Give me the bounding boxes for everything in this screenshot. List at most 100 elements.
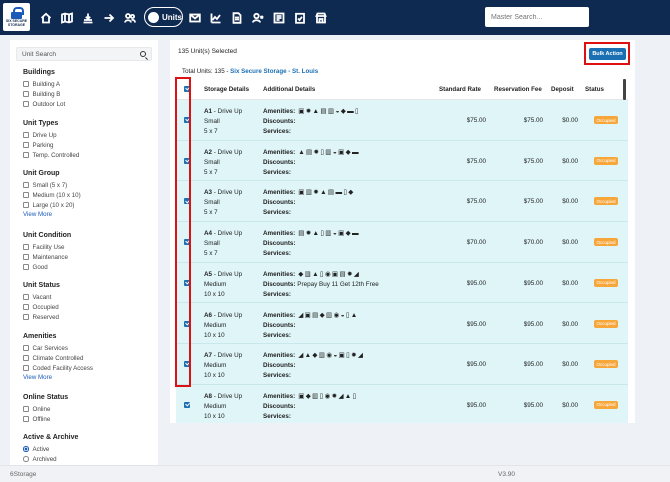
customers-icon[interactable] [122,9,138,26]
filter-option[interactable]: Medium (10 x 10) [23,190,81,200]
unit-id[interactable]: A4 [204,230,213,238]
unit-id[interactable]: A6 [204,311,213,319]
filter-option-label: Large (10 x 20) [32,201,75,209]
mail-icon[interactable] [187,9,203,26]
checkbox[interactable] [23,314,29,320]
row-checkbox[interactable] [184,117,190,123]
row-checkbox[interactable] [184,401,190,408]
filter-option[interactable]: Maintenance [23,252,71,262]
filter-option[interactable]: Temp. Controlled [23,150,79,160]
checkbox[interactable] [23,355,29,361]
tasks-checklist-icon[interactable] [292,9,308,26]
checkbox[interactable] [23,294,29,300]
notes-icon[interactable] [271,9,287,26]
checkbox[interactable] [23,304,29,310]
reports-chart-icon[interactable] [208,9,224,26]
search-icon[interactable] [140,51,146,57]
document-icon[interactable] [229,9,245,26]
filter-option[interactable]: Large (10 x 20) [23,200,81,210]
checkbox[interactable] [23,182,29,188]
col-reservation-fee[interactable]: Reservation Fee [494,86,542,93]
checkbox[interactable] [23,345,29,351]
table-row[interactable]: A6 - Drive Up Medium 10 x 10 Amenities: ◢… [176,304,628,345]
master-search-input[interactable] [485,7,589,27]
filter-option[interactable]: Drive Up [23,130,79,140]
arrow-right-icon[interactable] [101,9,117,26]
filter-option[interactable]: Building A [23,79,65,89]
unit-search-input[interactable]: Unit Search [16,47,152,61]
filter-option[interactable]: Good [23,262,71,272]
home-icon[interactable] [38,9,54,26]
filter-option[interactable]: Building B [23,89,65,99]
filter-group-title: Unit Condition [23,232,72,239]
row-checkbox[interactable] [184,239,190,246]
table-row[interactable]: A8 - Drive Up Medium 10 x 10 Amenities: ▣… [176,385,628,423]
checkbox[interactable] [23,264,29,270]
row-checkbox[interactable] [184,361,190,368]
filter-option[interactable]: Online [23,404,68,414]
table-row[interactable]: A7 - Drive Up Medium 10 x 10 Amenities: ◢… [176,344,628,385]
remove-user-icon[interactable] [250,9,266,26]
checkbox[interactable] [23,244,29,250]
filter-option[interactable]: Facility Use [23,242,71,252]
checkbox[interactable] [23,152,29,158]
row-checkbox[interactable] [184,279,190,286]
unit-id[interactable]: A8 [204,392,213,400]
col-status[interactable]: Status [585,86,604,93]
table-row[interactable]: A2 - Drive Up Small 5 x 7 Amenities: ▲▤✹▯… [176,141,628,182]
facility-link[interactable]: Six Secure Storage - St. Louis [230,68,319,75]
filter-option[interactable]: Reserved [23,312,60,322]
bulk-action-button[interactable]: Bulk Action [589,48,626,60]
row-checkbox[interactable] [184,157,190,164]
filter-option[interactable]: Outdoor Lot [23,99,65,109]
table-row[interactable]: A4 - Drive Up Small 5 x 7 Amenities: ▤✹▲▯… [176,222,628,263]
table-scrollbar[interactable] [623,79,626,100]
filter-option[interactable]: Active [23,444,78,454]
move-in-icon[interactable] [80,9,96,26]
checkbox[interactable] [23,202,29,208]
checkbox[interactable] [23,91,29,97]
checkbox[interactable] [23,132,29,138]
checkbox[interactable] [23,254,29,260]
col-standard-rate[interactable]: Standard Rate [439,86,481,93]
brand-logo[interactable]: SIX SECURE STORAGE [3,3,30,31]
radio-button-selected[interactable] [23,446,29,452]
filter-option[interactable]: Coded Facility Access [23,363,93,373]
checkbox[interactable] [23,101,29,107]
checkbox[interactable] [23,192,29,198]
table-row[interactable]: A1 - Drive Up Small 5 x 7 Amenities: ▣✹▲▤… [176,100,628,141]
unit-id[interactable]: A2 [204,148,213,156]
unit-id[interactable]: A3 [204,189,213,197]
row-checkbox[interactable] [184,320,190,327]
checkbox[interactable] [23,365,29,371]
map-icon[interactable] [59,9,75,26]
table-row[interactable]: A3 - Drive Up Small 5 x 7 Amenities: ▣▥✹▲… [176,181,628,223]
row-checkbox[interactable] [184,198,190,205]
filter-option[interactable]: Car Services [23,343,93,353]
col-additional-details[interactable]: Additional Details [263,86,316,93]
filter-option[interactable]: Offline [23,414,68,424]
checkbox[interactable] [23,406,29,412]
filter-option[interactable]: Archived [23,454,78,464]
unit-id[interactable]: A5 [204,270,213,278]
view-more-link[interactable]: View More [23,211,53,218]
filter-option[interactable]: Small (5 x 7) [23,180,81,190]
col-deposit[interactable]: Deposit [551,86,574,93]
filter-option[interactable]: Occupied [23,302,60,312]
checkbox[interactable] [23,416,29,422]
filter-option[interactable]: Climate Controlled [23,353,93,363]
storefront-icon[interactable] [313,9,329,26]
unit-id[interactable]: A7 [204,352,213,360]
select-all-checkbox[interactable] [184,86,190,92]
filter-option[interactable]: Vacant [23,292,60,302]
checkbox[interactable] [23,142,29,148]
radio-button[interactable] [23,456,29,462]
col-storage-details[interactable]: Storage Details [204,86,250,93]
table-row[interactable]: A5 - Drive Up Medium 10 x 10 Amenities: ◆… [176,263,628,304]
checkbox[interactable] [23,81,29,87]
filter-option[interactable]: Parking [23,140,79,150]
units-nav-button[interactable]: Units [144,7,183,27]
standard-rate: $75.00 [466,157,486,165]
unit-id[interactable]: A1 [204,108,213,115]
view-more-link[interactable]: View More [23,374,53,381]
